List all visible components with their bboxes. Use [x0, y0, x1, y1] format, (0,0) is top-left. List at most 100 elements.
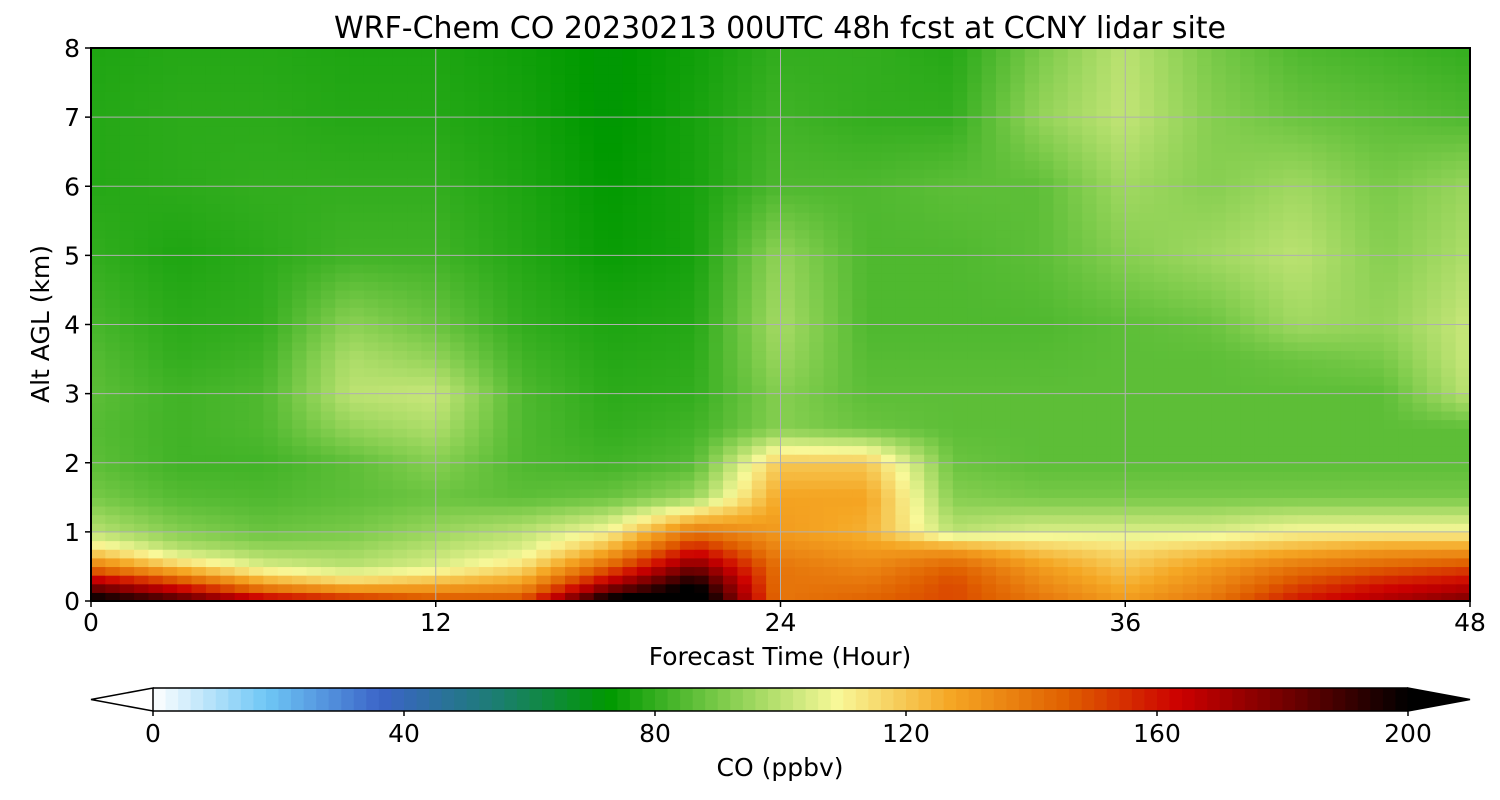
contour-cell	[737, 592, 753, 602]
contour-cell	[952, 168, 968, 179]
contour-cell	[1139, 497, 1155, 507]
contour-cell	[1225, 471, 1241, 481]
contour-cell	[995, 566, 1011, 576]
contour-cell	[148, 471, 164, 481]
contour-cell	[1182, 497, 1198, 507]
contour-cell	[852, 531, 868, 542]
contour-cell	[967, 540, 983, 550]
contour-cell	[177, 160, 193, 170]
contour-cell	[651, 402, 667, 412]
contour-cell	[1254, 575, 1270, 585]
contour-cell	[1225, 160, 1241, 170]
contour-cell	[881, 238, 897, 248]
contour-cell	[277, 289, 293, 300]
contour-cell	[593, 350, 609, 360]
contour-cell	[550, 367, 566, 377]
contour-cell	[1297, 246, 1313, 256]
contour-cell	[1110, 264, 1126, 274]
contour-cell	[363, 497, 379, 507]
contour-cell	[565, 298, 580, 308]
contour-cell	[1426, 454, 1442, 464]
contour-cell	[737, 419, 753, 429]
contour-cell	[1197, 488, 1213, 498]
contour-cell	[909, 402, 925, 412]
contour-cell	[1096, 376, 1112, 386]
contour-cell	[766, 445, 782, 455]
contour-cell	[794, 298, 810, 308]
contour-cell	[981, 410, 997, 421]
contour-cell	[766, 307, 782, 317]
contour-cell	[134, 583, 150, 593]
contour-cell	[1455, 289, 1471, 300]
contour-cell	[1082, 168, 1098, 179]
contour-cell	[1240, 592, 1256, 602]
contour-cell	[1096, 471, 1112, 481]
contour-cell	[392, 238, 408, 248]
contour-cell	[866, 557, 882, 568]
contour-cell	[1096, 203, 1112, 213]
contour-cell	[1096, 566, 1112, 576]
contour-cell	[1053, 393, 1069, 403]
contour-cell	[191, 514, 207, 524]
contour-cell	[1240, 402, 1256, 412]
contour-cell	[292, 497, 308, 507]
contour-cell	[967, 220, 983, 231]
contour-cell	[1340, 168, 1356, 179]
contour-cell	[493, 436, 509, 447]
contour-cell	[579, 471, 595, 481]
contour-cell	[952, 393, 968, 403]
contour-cell	[565, 212, 580, 222]
contour-cell	[1412, 229, 1428, 239]
contour-cell	[478, 289, 494, 300]
contour-cell	[794, 575, 810, 585]
contour-cell	[435, 160, 451, 170]
contour-cell	[881, 289, 897, 300]
contour-cell	[1096, 324, 1112, 334]
contour-cell	[1153, 298, 1169, 308]
contour-cell	[866, 186, 882, 196]
contour-cell	[536, 462, 552, 472]
contour-cell	[1283, 480, 1299, 490]
contour-cell	[450, 324, 466, 334]
contour-cell	[292, 281, 308, 291]
contour-cell	[751, 194, 767, 205]
contour-cell	[1225, 255, 1241, 265]
contour-cell	[1053, 324, 1069, 334]
contour-cell	[565, 307, 580, 317]
contour-cell	[1455, 264, 1471, 274]
contour-cell	[780, 410, 796, 421]
contour-cell	[837, 203, 853, 213]
contour-cell	[967, 436, 983, 447]
contour-cell	[148, 315, 164, 326]
contour-cell	[679, 497, 695, 507]
contour-cell	[1211, 177, 1227, 187]
contour-cell	[177, 220, 193, 231]
contour-cell	[1355, 497, 1371, 507]
contour-cell	[363, 531, 379, 542]
contour-cell	[320, 514, 336, 524]
contour-cell	[1067, 393, 1083, 403]
contour-cell	[464, 203, 480, 213]
contour-cell	[780, 246, 796, 256]
contour-cell	[134, 376, 150, 386]
contour-cell	[622, 238, 638, 248]
contour-cell	[363, 592, 379, 602]
contour-cell	[306, 540, 322, 550]
contour-cell	[1053, 229, 1069, 239]
contour-cell	[766, 505, 782, 516]
contour-cell	[1326, 194, 1342, 205]
contour-cell	[766, 402, 782, 412]
contour-cell	[91, 315, 106, 326]
contour-cell	[881, 592, 897, 602]
contour-cell	[1326, 436, 1342, 447]
contour-cell	[105, 289, 121, 300]
contour-cell	[363, 583, 379, 593]
contour-cell	[1125, 531, 1141, 542]
contour-cell	[651, 471, 667, 481]
contour-cell	[134, 471, 150, 481]
contour-cell	[579, 255, 595, 265]
contour-cell	[794, 523, 810, 533]
contour-cell	[1268, 220, 1284, 231]
contour-cell	[234, 272, 250, 282]
contour-cell	[1412, 471, 1428, 481]
